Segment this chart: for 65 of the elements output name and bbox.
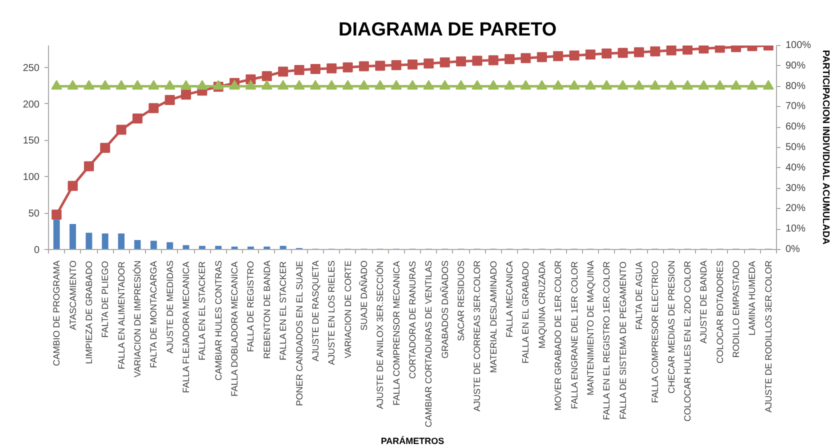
x-tick-label: FALTA DE AGUA <box>634 261 644 330</box>
y-tick-label: 200 <box>22 99 40 110</box>
x-tick-label: CHECAR MEDIAS DE PRESION <box>666 260 676 394</box>
x-tick-label: PONER CANDADOS EN EL SUAJE <box>294 260 304 406</box>
y-tick-label: 150 <box>22 136 40 147</box>
x-tick-label: MANTENIMIENTO DE MAQUINA <box>585 260 596 396</box>
x-tick-label: FALLA FLEJADORA MECANICA <box>181 261 192 394</box>
x-tick-label: RODILLO EMPASTADO <box>731 260 742 358</box>
x-tick-label: FALLA EN EL STACKER <box>197 260 208 360</box>
x-tick-label: AJUSTE DE RODILLOS 3ER.COLOR <box>763 260 774 413</box>
x-tick-label: AJUSTE DE CORREAS 3ER.COLOR <box>472 260 482 412</box>
x-tick-label: FALLA EN EL REGISTRO 1ER.COLOR <box>602 260 612 420</box>
x-tick-label: MOVER GRABADO DE 1ER.COLOR <box>553 260 564 411</box>
x-tick-label: AJUSTE DE BANDA <box>698 260 709 344</box>
y2-tick-label: 90% <box>786 60 806 72</box>
y-tick-label: 100 <box>22 172 40 184</box>
y2-tick-label: 50% <box>786 142 806 153</box>
x-tick-label: COLOCAR HULES EN EL 2DO COLOR <box>682 260 693 422</box>
y2-tick-label: 80% <box>786 80 806 92</box>
y2-tick-label: 70% <box>786 101 806 112</box>
x-tick-label: CAMBIAR CORTADURAS DE VENTILAS <box>424 260 434 428</box>
x-tick-label: CAMBIO DE PROGRAMA <box>52 260 62 366</box>
x-tick-label: FALLA DOBLADORA MECANICA <box>230 261 240 397</box>
y2-axis-title: PARTICIPACION INDIVIDUAL ACUMULADA <box>820 50 832 245</box>
x-tick-label: AJUSTE DE MEDIDAS <box>164 260 175 354</box>
x-tick-label: FALLA COMPRESOR ELECTRICO <box>650 260 660 404</box>
y-tick-label: 50 <box>28 208 40 220</box>
x-axis-title: PARÁMETROS <box>380 436 444 446</box>
x-tick-label: COLOCAR BOTADORES <box>714 260 725 364</box>
y2-tick-label: 20% <box>786 203 806 214</box>
x-tick-label: LIMPIEZA DE GRABADO <box>84 260 94 364</box>
chart-title: DIAGRAMA DE PARETO <box>338 20 557 40</box>
x-tick-label: FALLA EN EL STACKER <box>278 260 288 360</box>
x-tick-label: REBENTON DE BANDA <box>262 260 272 359</box>
x-tick-label: MAQUINA CRUZADA <box>536 260 547 349</box>
y2-tick-label: 60% <box>786 122 806 133</box>
y-tick-label: 0 <box>34 245 40 256</box>
x-tick-label: FALLA DE SISTEMA DE PEGAMENTO <box>618 261 628 420</box>
x-tick-label: ATASCAMIENTO <box>68 260 78 330</box>
x-tick-label: FALLA COMPRENSOR MECANICA <box>391 260 402 406</box>
x-tick-label: CORTADORA DE RANURAS <box>408 260 418 379</box>
x-tick-label: FALLA EN EL GRABADO <box>520 261 531 364</box>
y2-tick-label: 0% <box>786 244 800 255</box>
x-tick-label: FALLA DE REGISTRO <box>246 260 256 352</box>
x-tick-label: SUAJE DAÑADO <box>358 260 369 331</box>
x-tick-label: FALTA DE MONTACARGA <box>148 260 159 368</box>
x-tick-label: CAMBIAR HULES CONTRAS <box>213 260 224 381</box>
x-tick-label: FALLA MECANICA <box>504 260 515 338</box>
x-tick-label: VARIACION DE CORTE <box>342 260 353 358</box>
x-tick-label: FALLA ENGRANE DEL 1ER COLOR <box>569 260 580 410</box>
y2-tick-label: 40% <box>786 162 806 174</box>
x-tick-label: AJUSTE DE RASQUETA <box>310 260 320 362</box>
x-tick-label: VARIACION DE IMPRESIÓN <box>132 260 142 378</box>
y-tick-label: 250 <box>22 62 40 74</box>
x-tick-label: AJUSTE EN LOS RIELES <box>326 260 337 366</box>
x-tick-label: FALLA EN ALIMENTADOR <box>116 260 126 370</box>
x-tick-label: LAMINA HUMEDA <box>747 260 758 336</box>
x-tick-label: FALTA DE PLIEGO <box>100 260 110 338</box>
y2-tick-label: 30% <box>786 182 806 194</box>
y2-tick-label: 100% <box>786 40 812 51</box>
x-tick-label: GRABADOS DAÑADOS <box>440 260 450 359</box>
x-tick-label: SACAR RESIDUOS <box>456 260 466 342</box>
x-tick-label: MATERIAL DESLAMINADO <box>488 260 498 373</box>
x-tick-label: AJUSTE DE ANILOX 3ER.SECCIÓN <box>375 260 386 410</box>
y2-tick-label: 10% <box>786 224 806 235</box>
